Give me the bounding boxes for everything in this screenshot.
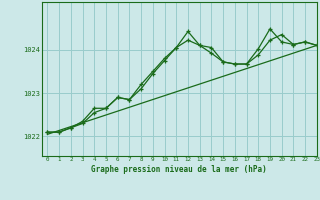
X-axis label: Graphe pression niveau de la mer (hPa): Graphe pression niveau de la mer (hPa)	[91, 165, 267, 174]
